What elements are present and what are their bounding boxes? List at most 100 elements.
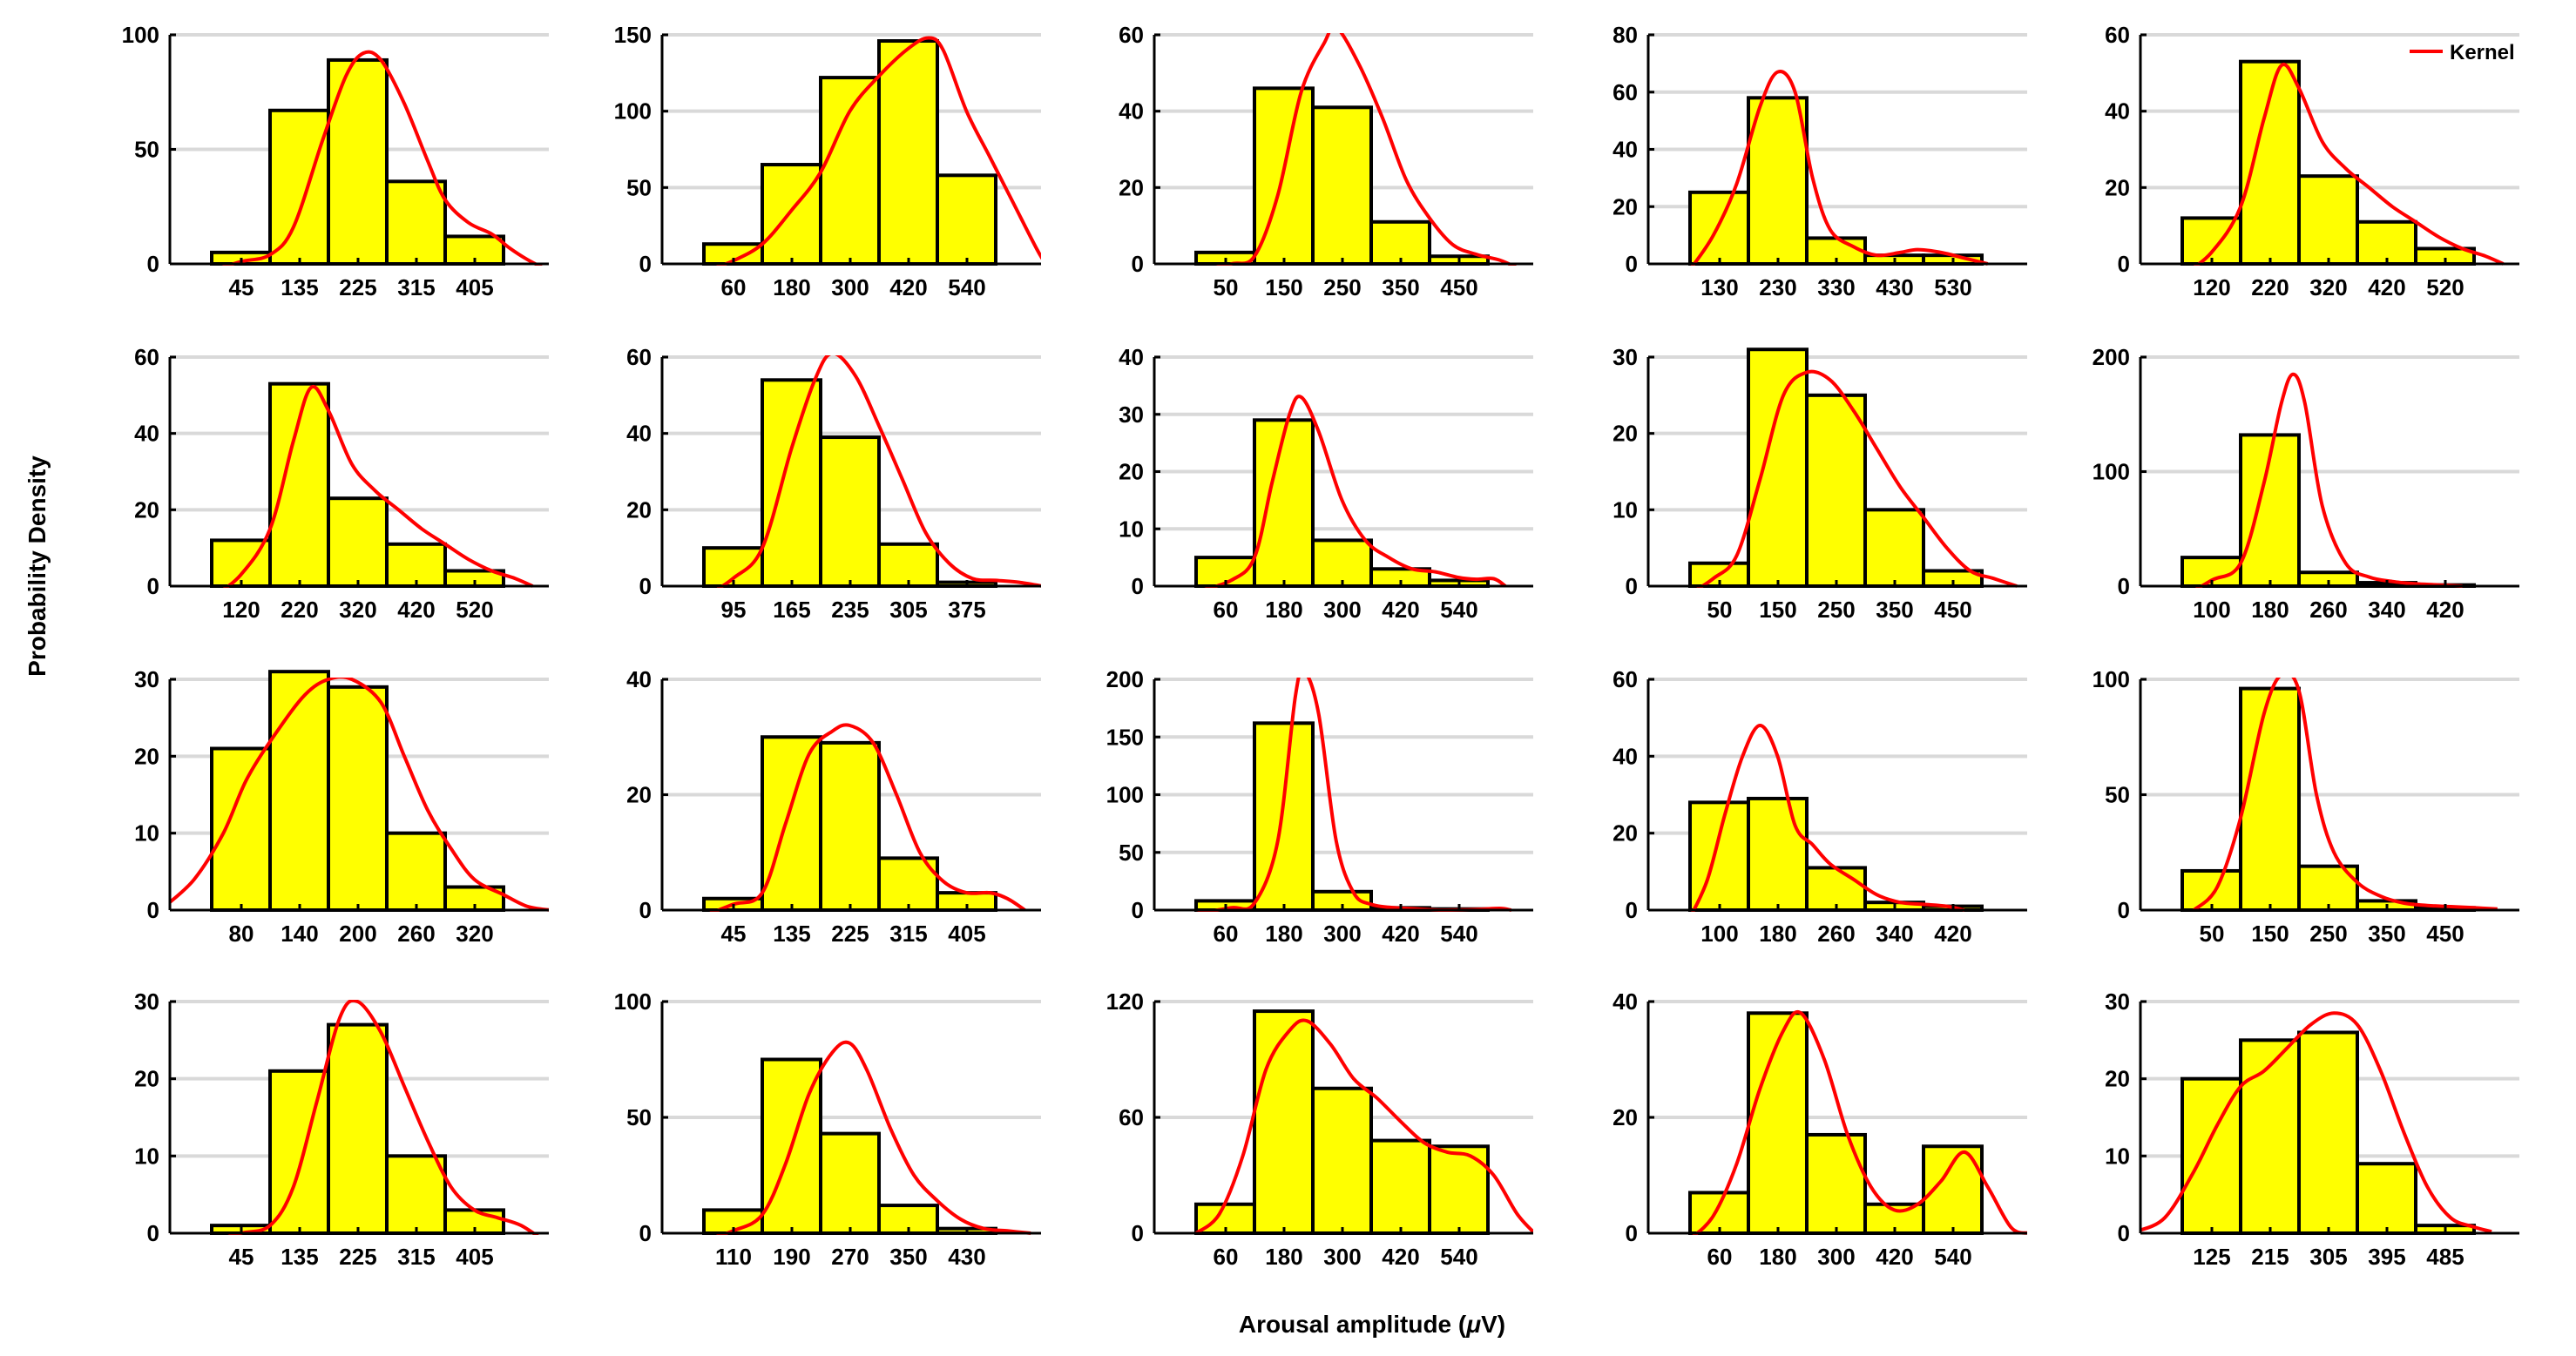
x-tick-label: 180 — [1265, 921, 1302, 947]
x-tick-label: 180 — [1265, 1244, 1302, 1270]
histogram-bar — [761, 735, 822, 912]
kernel-curve — [1195, 678, 1512, 912]
x-tick-label: 420 — [1934, 921, 1971, 947]
x-tick-label: 150 — [2251, 921, 2289, 947]
y-tick-label: 10 — [134, 820, 159, 847]
y-tick-label: 0 — [147, 1220, 159, 1246]
y-tick-label: 100 — [122, 22, 159, 48]
x-tick-label: 540 — [1440, 921, 1477, 947]
histogram-panel-7: 0 20 40 60 95 165 235 305 375 — [626, 344, 1041, 623]
y-tick-label: 200 — [2093, 344, 2130, 370]
y-tick-label: 0 — [639, 897, 652, 923]
x-tick-label: 95 — [721, 597, 747, 623]
y-tick-label: 40 — [1613, 137, 1638, 163]
x-tick-label: 225 — [339, 274, 376, 300]
y-tick-label: 50 — [626, 174, 652, 200]
histogram-bar — [1863, 508, 1925, 588]
y-tick-label: 20 — [134, 1066, 159, 1092]
histogram-bar — [877, 39, 939, 266]
histogram-bar — [877, 542, 939, 588]
histogram-bar — [327, 496, 389, 589]
x-tick-label: 305 — [889, 597, 927, 623]
x-tick-label: 350 — [889, 1244, 927, 1270]
x-tick-label: 405 — [456, 274, 493, 300]
y-tick-label: 0 — [1626, 573, 1638, 599]
histogram-bar — [1253, 418, 1315, 589]
y-tick-label: 20 — [134, 743, 159, 769]
x-axis-title-main: Arousal amplitude ( — [1239, 1311, 1467, 1338]
histogram-bar — [1311, 1086, 1373, 1235]
x-tick-label: 225 — [831, 921, 869, 947]
x-axis-title-mu: μ — [1465, 1311, 1481, 1338]
y-axis-title: Probability Density — [24, 455, 51, 677]
y-tick-label: 0 — [2118, 897, 2130, 923]
y-tick-label: 0 — [639, 573, 652, 599]
y-tick-label: 50 — [626, 1104, 652, 1130]
x-tick-label: 350 — [2368, 921, 2405, 947]
histogram-panel-11: 0 10 20 30 80 140 200 260 320 — [134, 666, 549, 947]
x-tick-label: 60 — [1214, 597, 1239, 623]
histogram-bar — [761, 163, 822, 266]
x-tick-label: 230 — [1759, 274, 1796, 300]
y-tick-label: 100 — [2093, 666, 2130, 692]
x-tick-label: 45 — [721, 921, 747, 947]
y-tick-label: 60 — [2105, 22, 2130, 48]
kernel-curve — [715, 36, 1041, 266]
x-tick-label: 260 — [1817, 921, 1855, 947]
x-tick-label: 150 — [1265, 274, 1302, 300]
y-tick-label: 60 — [1613, 79, 1638, 105]
x-tick-label: 540 — [1934, 1244, 1971, 1270]
y-tick-label: 30 — [134, 666, 159, 692]
y-tick-label: 20 — [626, 496, 652, 523]
x-tick-label: 180 — [2251, 597, 2289, 623]
x-tick-label: 430 — [1876, 274, 1913, 300]
kernel-curve — [2194, 62, 2505, 266]
histogram-bar — [1688, 1191, 1750, 1235]
x-tick-label: 305 — [2309, 1244, 2347, 1270]
y-tick-label: 20 — [2105, 1066, 2130, 1092]
x-tick-label: 60 — [1214, 921, 1239, 947]
kernel-curve — [709, 723, 1026, 912]
histogram-bar — [1747, 96, 1809, 266]
histogram-bar — [761, 378, 822, 588]
y-tick-label: 40 — [1119, 98, 1144, 125]
x-tick-label: 180 — [1759, 921, 1796, 947]
y-tick-label: 40 — [1119, 344, 1144, 370]
y-tick-label: 0 — [1626, 897, 1638, 923]
x-axis-title-unit: V) — [1481, 1311, 1505, 1338]
x-tick-label: 420 — [1382, 597, 1419, 623]
x-tick-label: 225 — [339, 1244, 376, 1270]
histogram-bar — [268, 670, 330, 913]
y-tick-label: 0 — [2118, 1220, 2130, 1246]
x-tick-label: 80 — [229, 921, 254, 947]
kernel-curve — [2140, 1011, 2492, 1234]
x-tick-label: 300 — [1817, 1244, 1855, 1270]
y-tick-label: 60 — [1613, 666, 1638, 692]
histogram-panel-5: 0 20 40 60 120 220 320 420 520 — [2105, 22, 2519, 300]
x-tick-label: 300 — [831, 274, 869, 300]
x-tick-label: 125 — [2193, 1244, 2230, 1270]
x-tick-label: 405 — [456, 1244, 493, 1270]
y-tick-label: 10 — [134, 1143, 159, 1169]
x-tick-label: 60 — [1707, 1244, 1733, 1270]
x-tick-label: 420 — [1382, 1244, 1419, 1270]
y-tick-label: 50 — [1119, 840, 1144, 866]
histogram-panel-19: 0 20 40 60 180 300 420 540 — [1613, 988, 2027, 1270]
y-tick-label: 0 — [1132, 1220, 1144, 1246]
x-tick-label: 100 — [2193, 597, 2230, 623]
y-tick-label: 50 — [134, 137, 159, 163]
y-tick-label: 0 — [147, 897, 159, 923]
histogram-bar — [819, 1131, 881, 1235]
x-tick-label: 450 — [2426, 921, 2464, 947]
y-tick-label: 10 — [1119, 516, 1144, 542]
y-tick-label: 150 — [1106, 724, 1144, 750]
y-tick-label: 20 — [1613, 193, 1638, 219]
x-tick-label: 180 — [773, 274, 810, 300]
y-tick-label: 0 — [1132, 897, 1144, 923]
y-tick-label: 20 — [134, 496, 159, 523]
histogram-bar — [210, 746, 272, 912]
histogram-bar — [1688, 190, 1750, 266]
histogram-panel-2: 0 50 100 150 60 180 300 420 540 — [614, 22, 1041, 300]
histogram-bar — [936, 173, 997, 266]
